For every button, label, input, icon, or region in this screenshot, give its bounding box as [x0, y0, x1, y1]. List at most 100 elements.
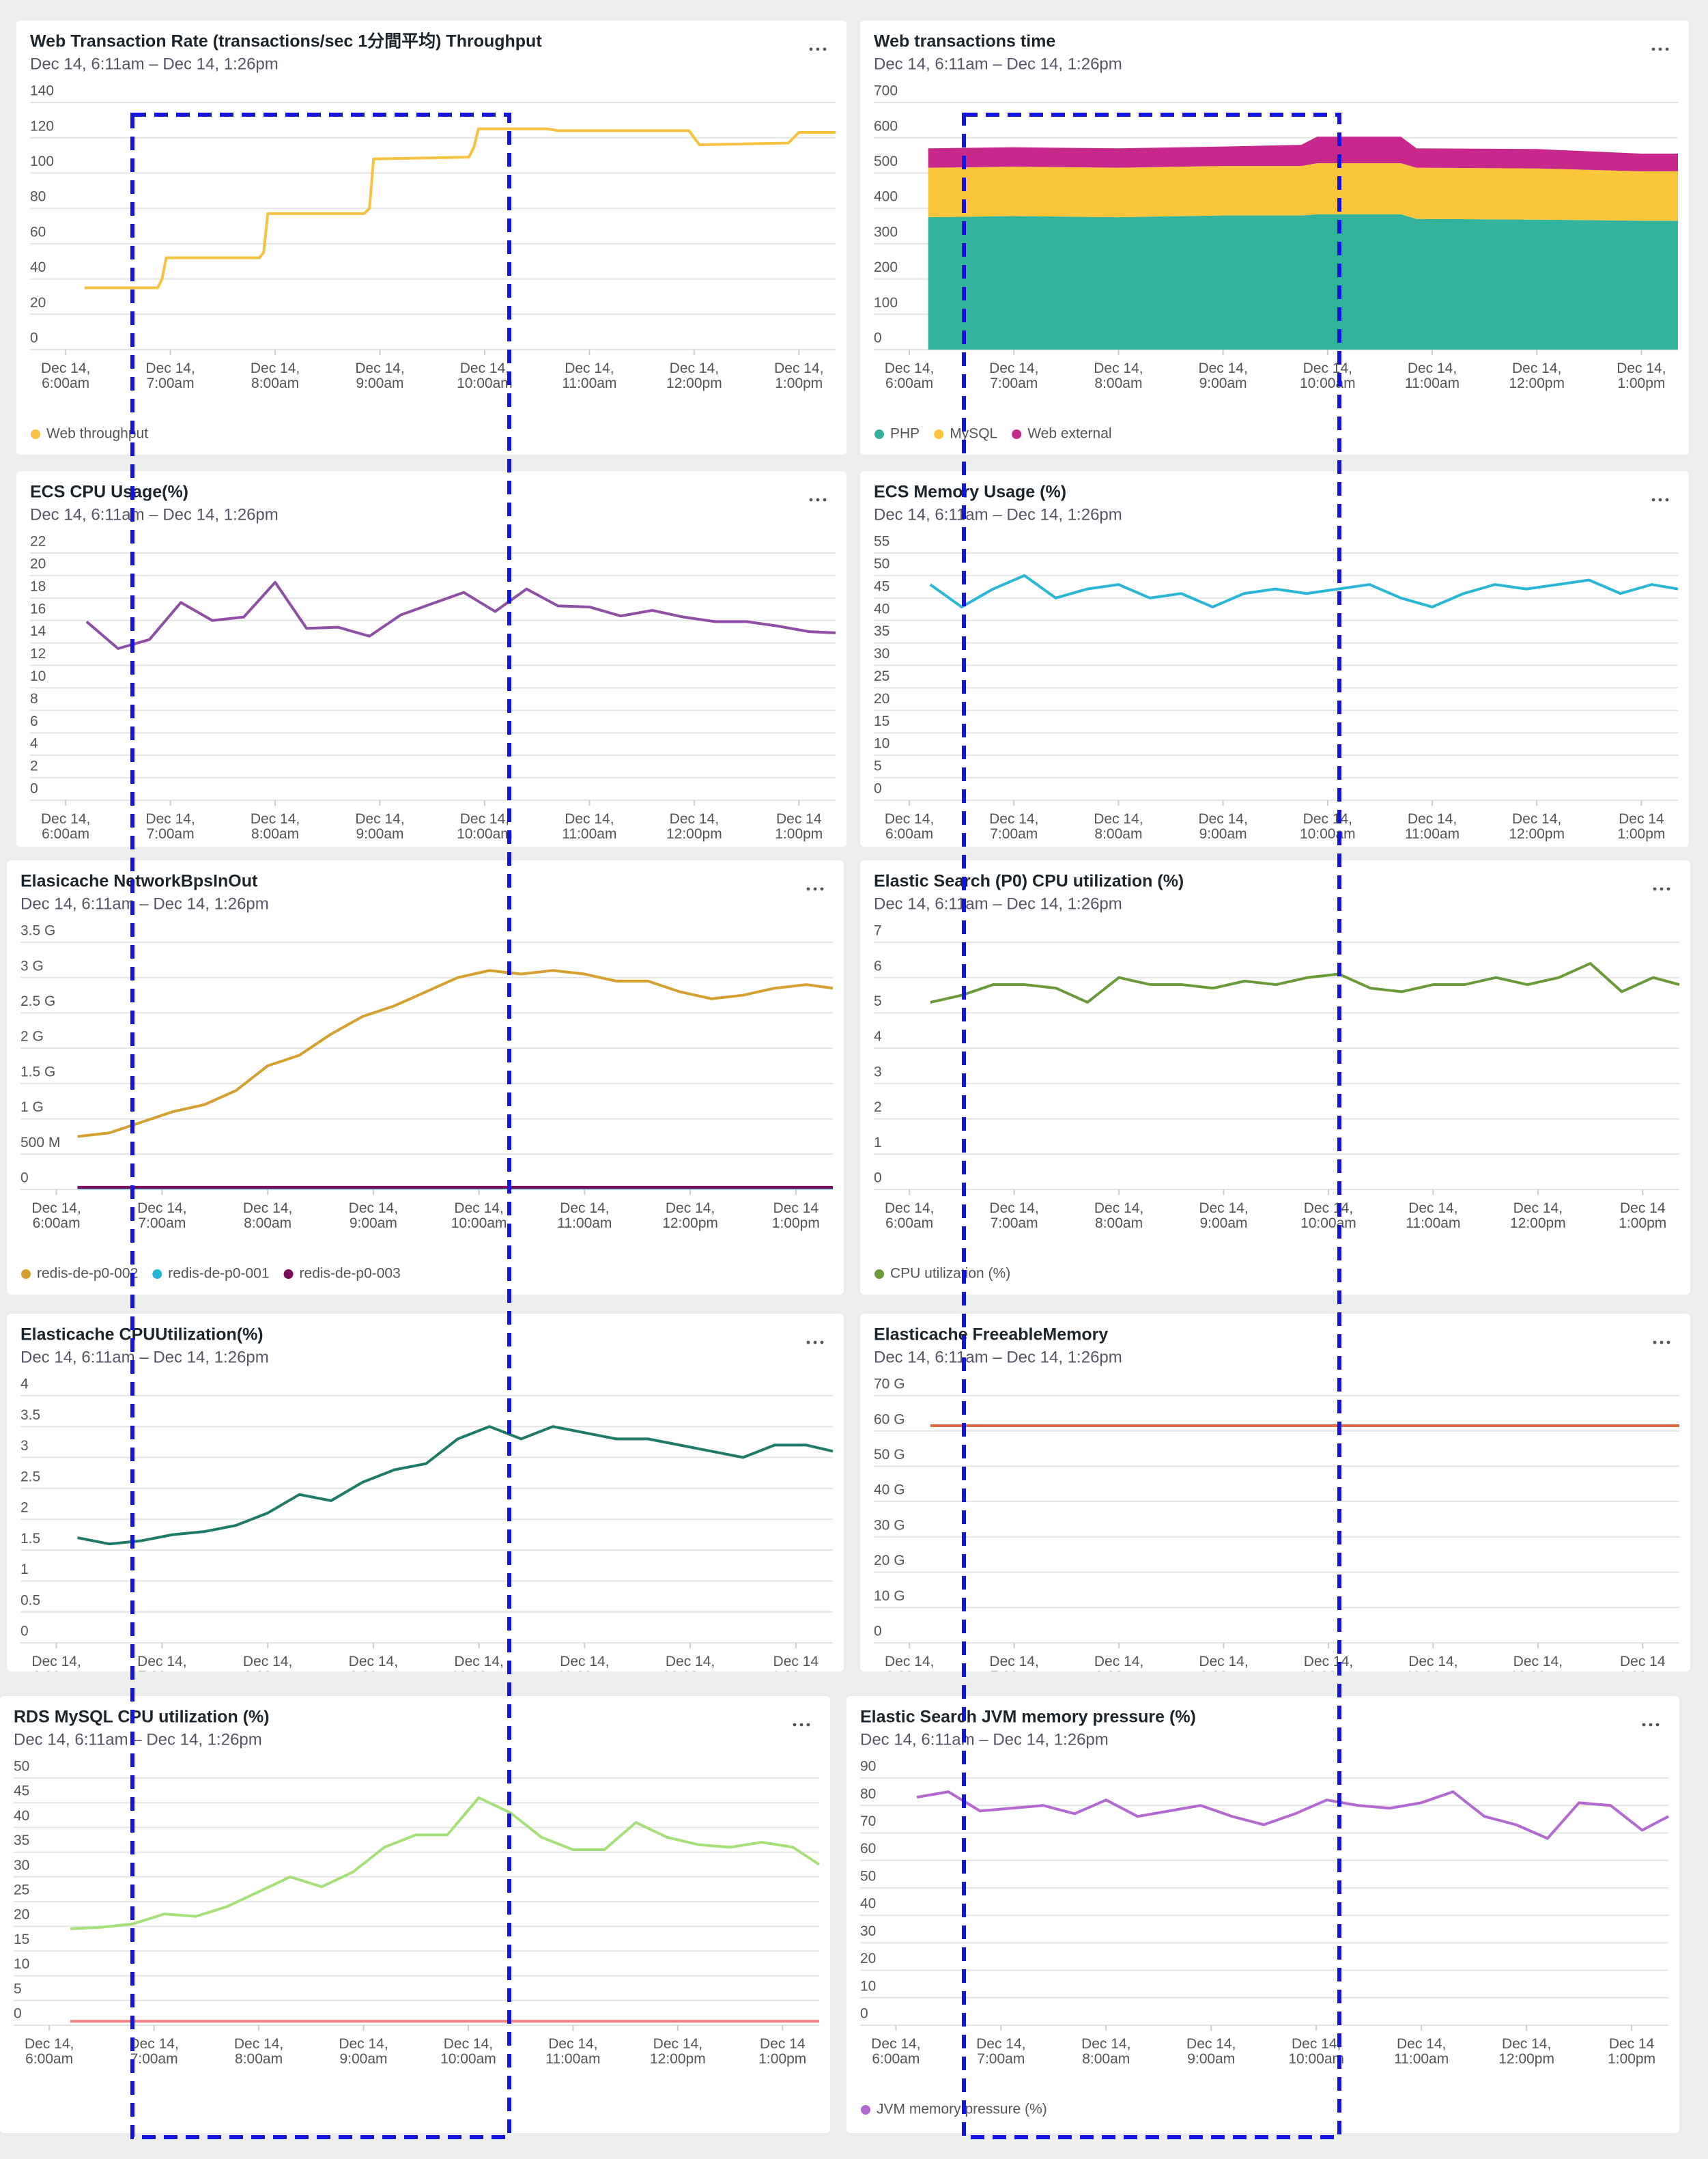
menu-button[interactable] — [793, 1723, 810, 1727]
x-tick-label-box: Dec 14, 10:00am — [451, 1202, 507, 1231]
y-tick-label: 3.5 — [20, 1407, 40, 1423]
x-tick-label-box: Dec 14 1:00pm — [1619, 1202, 1666, 1231]
menu-dot — [1665, 498, 1669, 502]
menu-button[interactable] — [1642, 1723, 1660, 1727]
legend-swatch — [152, 1269, 162, 1279]
legend-item[interactable]: JVM memory pressure (%) — [861, 2102, 1047, 2117]
x-tick-label-box: Dec 14, 11:00am — [1405, 813, 1460, 842]
x-tick-label: Dec 14, 9:00am — [348, 1202, 399, 1232]
y-tick-label: 100 — [30, 154, 54, 169]
x-tick-label-box: Dec 14, 7:00am — [989, 1202, 1038, 1231]
x-tick-label-box: Dec 14, 9:00am — [1198, 362, 1248, 393]
x-tick-label: Dec 14, 9:00am — [1198, 362, 1248, 393]
y-tick-label: 2 G — [20, 1029, 44, 1045]
legend-item[interactable]: redis-de-p0-003 — [283, 1266, 401, 1282]
x-tick-label: Dec 14, 6:00am — [31, 1655, 81, 1671]
y-tick-label: 10 G — [874, 1588, 905, 1604]
x-tick-label-box: Dec 14, 10:00am — [1288, 2037, 1345, 2068]
chart-subtitle: Dec 14, 6:11am – Dec 14, 1:26pm — [874, 505, 1122, 524]
x-tick-label-box: Dec 14, 1:00pm — [774, 362, 823, 391]
chart-panel: Elastic Search (P0) CPU utilization (%) D… — [860, 860, 1690, 1295]
y-tick-label: 140 — [30, 83, 54, 99]
menu-dot — [806, 1340, 810, 1344]
menu-dot — [1660, 1340, 1664, 1344]
chart-panel: Elasticache CPUUtilization(%) Dec 14, 6:1… — [7, 1314, 844, 1671]
x-tick-label-box: Dec 14, 7:00am — [989, 362, 1038, 391]
menu-dot — [1651, 47, 1655, 51]
x-tick-label-box: Dec 14, 6:00am — [885, 1202, 934, 1231]
series-line — [916, 1790, 1669, 1840]
legend-item[interactable]: Web throughput — [31, 426, 148, 442]
y-tick-label: 10 — [30, 668, 46, 684]
series-line — [929, 574, 1679, 608]
menu-dot — [1655, 1723, 1660, 1727]
panel-background — [7, 1314, 844, 1671]
legend-item[interactable]: Web external — [1012, 426, 1112, 442]
y-tick-label: 0 — [874, 781, 882, 797]
legend-item[interactable]: PHP — [874, 426, 920, 442]
menu-button[interactable] — [809, 498, 827, 502]
menu-dot — [820, 887, 824, 891]
series-line — [85, 580, 836, 650]
x-tick-label: Dec 14, 12:00pm — [1509, 813, 1565, 843]
x-tick-label: Dec 14, 12:00pm — [649, 2037, 706, 2068]
x-tick-label: Dec 14, 12:00pm — [662, 1202, 718, 1232]
menu-button[interactable] — [1653, 887, 1670, 891]
y-tick-label: 1.5 — [20, 1531, 40, 1547]
legend-item[interactable]: CPU utilization (%) — [874, 1266, 1010, 1282]
x-tick-label: Dec 14, 11:00am — [1404, 362, 1460, 393]
x-tick-label: Dec 14, 11:00am — [1406, 1655, 1460, 1671]
y-tick-label: 90 — [860, 1759, 876, 1775]
y-tick-label: 16 — [30, 601, 46, 617]
menu-button[interactable] — [1651, 498, 1669, 502]
x-tick-label: Dec 14, 11:00am — [562, 813, 617, 843]
x-tick-label: Dec 14, 11:00am — [1394, 2037, 1449, 2068]
y-tick-label: 0 — [874, 330, 882, 346]
menu-button[interactable] — [809, 47, 827, 51]
x-tick-label-box: Dec 14, 8:00am — [243, 1202, 292, 1231]
y-tick-label: 40 G — [874, 1482, 905, 1498]
x-tick-label-box: Dec 14, 12:00pm — [662, 1655, 718, 1671]
x-tick-label-box: Dec 14, 12:00pm — [666, 362, 722, 391]
legend-item[interactable]: redis-de-p0-002 — [21, 1266, 138, 1282]
menu-dot — [816, 498, 820, 502]
y-tick-label: 30 — [874, 646, 889, 662]
y-tick-label: 0 — [14, 2006, 22, 2022]
x-tick-label: Dec 14, 10:00am — [1288, 2037, 1345, 2068]
x-tick-label: Dec 14, 8:00am — [233, 2037, 284, 2068]
y-tick-label: 45 — [14, 1783, 29, 1799]
y-tick-label: 50 — [14, 1759, 29, 1775]
y-tick-label: 50 — [874, 556, 889, 572]
x-tick-label: Dec 14, 12:00pm — [1509, 362, 1565, 393]
chart-subtitle: Dec 14, 6:11am – Dec 14, 1:26pm — [874, 55, 1122, 73]
menu-button[interactable] — [1651, 47, 1669, 51]
legend-label: redis-de-p0-001 — [168, 1266, 269, 1282]
legend-item[interactable]: MySQL — [934, 426, 997, 442]
x-tick-label: Dec 14, 8:00am — [1094, 813, 1143, 843]
y-tick-label: 0 — [20, 1624, 29, 1639]
menu-button[interactable] — [1653, 1340, 1670, 1344]
menu-button[interactable] — [806, 1340, 824, 1344]
y-tick-label: 10 — [860, 1978, 876, 1994]
x-tick-label-box: Dec 14, 11:00am — [557, 1655, 612, 1671]
chart-subtitle: Dec 14, 6:11am – Dec 14, 1:26pm — [860, 1730, 1109, 1749]
menu-button[interactable] — [806, 887, 824, 891]
y-tick-label: 22 — [30, 534, 46, 550]
x-tick-label: Dec 14, 12:00pm — [1510, 1655, 1566, 1671]
x-tick-label: Dec 14, 9:00am — [1186, 2037, 1236, 2068]
legend-label: JVM memory pressure (%) — [877, 2102, 1047, 2117]
x-tick-label: Dec 14 1:00pm — [1617, 813, 1666, 843]
x-tick-label: Dec 14, 10:00am — [1299, 813, 1356, 843]
x-tick-label: Dec 14, 11:00am — [557, 1655, 612, 1671]
x-tick-label: Dec 14, 7:00am — [976, 2037, 1026, 2068]
x-tick-label-box: Dec 14, 8:00am — [251, 362, 300, 391]
legend-label: redis-de-p0-003 — [300, 1266, 401, 1282]
x-tick-label: Dec 14 1:00pm — [1608, 2037, 1656, 2068]
x-tick-label-box: Dec 14, 8:00am — [1081, 2037, 1130, 2067]
x-tick-label-box: Dec 14, 7:00am — [989, 1655, 1038, 1671]
x-tick-label-box: Dec 14, 10:00am — [457, 362, 513, 391]
x-tick-label: Dec 14, 1:00pm — [1617, 362, 1666, 393]
legend-item[interactable]: redis-de-p0-001 — [152, 1266, 270, 1282]
chart-title: Web transactions time — [874, 32, 1055, 51]
x-tick-label-box: Dec 14, 8:00am — [1094, 1655, 1143, 1671]
